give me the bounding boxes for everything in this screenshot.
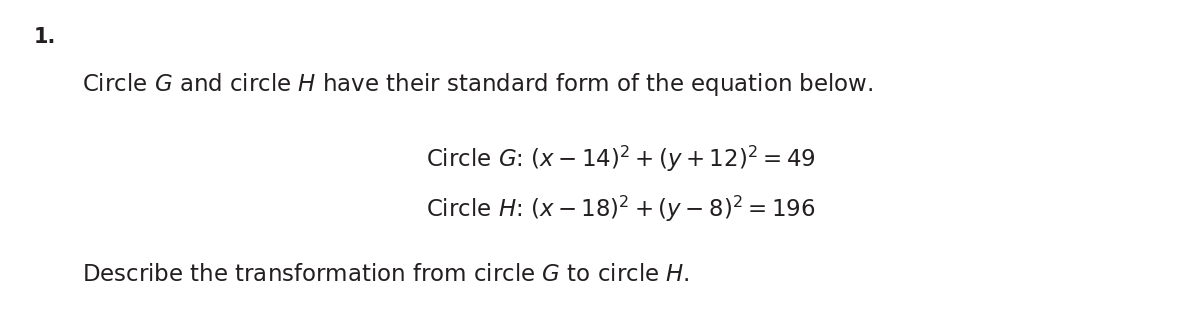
Text: Describe the transformation from circle $G$ to circle $H$.: Describe the transformation from circle … (82, 263, 690, 286)
Text: Circle $G$ and circle $H$ have their standard form of the equation below.: Circle $G$ and circle $H$ have their sta… (82, 71, 872, 98)
Text: 1.: 1. (34, 27, 56, 47)
Text: Circle $H$: $(x - 18)^2 + (y - 8)^2 = 196$: Circle $H$: $(x - 18)^2 + (y - 8)^2 = 19… (426, 194, 815, 224)
Text: Circle $G$: $(x - 14)^2 + (y + 12)^2 = 49$: Circle $G$: $(x - 14)^2 + (y + 12)^2 = 4… (426, 144, 816, 174)
